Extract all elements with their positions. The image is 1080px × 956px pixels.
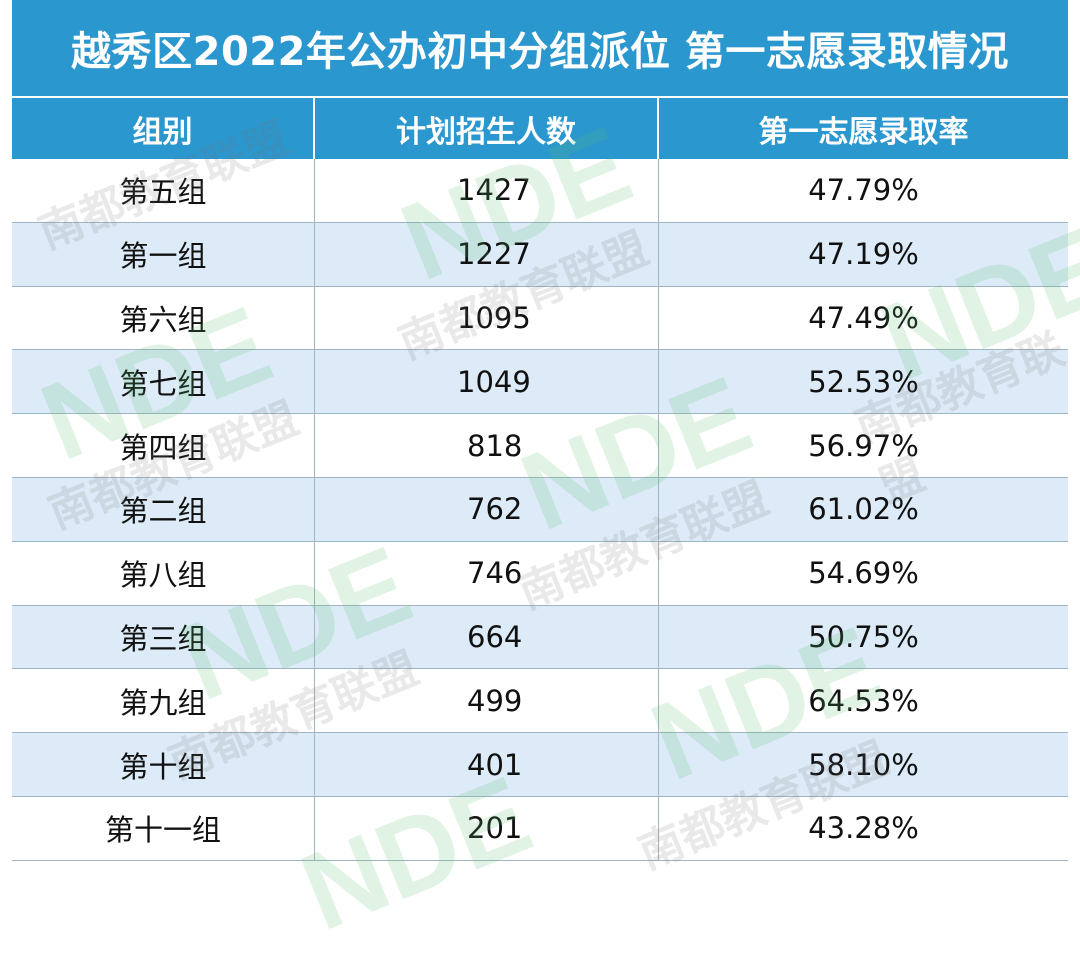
plan-cell: 401	[315, 733, 659, 796]
plan-cell: 746	[315, 541, 659, 605]
rate-cell: 52.53%	[808, 364, 919, 399]
table-header-row: 组别 计划招生人数 第一志愿录取率	[12, 96, 1068, 159]
table-row: 第四组 818 56.97%	[12, 414, 1068, 478]
rate-cell: 47.19%	[808, 237, 919, 272]
table-row: 第二组 762 61.02%	[12, 477, 1068, 542]
plan-cell: 1427	[315, 159, 659, 222]
plan-cell: 499	[315, 669, 659, 733]
plan-cell: 664	[315, 605, 659, 669]
group-cell: 第五组	[12, 159, 315, 222]
rate-cell: 61.02%	[808, 492, 919, 527]
rate-cell: 54.69%	[808, 556, 919, 591]
rate-cell: 47.79%	[808, 173, 919, 208]
group-cell: 第九组	[12, 669, 315, 733]
header-rate: 第一志愿录取率	[758, 114, 969, 150]
rate-cell: 64.53%	[808, 683, 919, 718]
table-row: 第十一组 201 43.28%	[12, 796, 1068, 861]
table-row: 第三组 664 50.75%	[12, 605, 1068, 670]
rate-cell: 58.10%	[808, 747, 919, 782]
header-group: 组别	[12, 98, 315, 159]
group-cell: 第一组	[12, 222, 315, 286]
plan-cell: 818	[315, 414, 659, 477]
rate-cell: 43.28%	[808, 811, 919, 846]
plan-cell: 201	[315, 796, 659, 860]
group-cell: 第三组	[12, 605, 315, 669]
table-row: 第五组 1427 47.79%	[12, 159, 1068, 223]
table-row: 第七组 1049 52.53%	[12, 350, 1068, 415]
plan-cell: 1227	[315, 222, 659, 286]
group-cell: 第十组	[12, 733, 315, 796]
table-row: 第六组 1095 47.49%	[12, 286, 1068, 351]
rate-cell: 50.75%	[808, 619, 919, 654]
plan-cell: 1049	[315, 350, 659, 414]
admission-table: 越秀区2022年公办初中分组派位 第一志愿录取情况 组别 计划招生人数 第一志愿…	[12, 0, 1068, 873]
table-row: 第八组 746 54.69%	[12, 541, 1068, 606]
group-cell: 第八组	[12, 541, 315, 605]
table-row: 第一组 1227 47.19%	[12, 222, 1068, 287]
header-plan: 计划招生人数	[315, 98, 659, 159]
group-cell: 第六组	[12, 286, 315, 350]
table-row: 第九组 499 64.53%	[12, 669, 1068, 734]
group-cell: 第七组	[12, 350, 315, 414]
rate-cell: 47.49%	[808, 300, 919, 335]
plan-cell: 762	[315, 477, 659, 541]
group-cell: 第二组	[12, 477, 315, 541]
rate-cell: 56.97%	[808, 428, 919, 463]
table-body: 第五组 1427 47.79% 第一组 1227 47.19% 第六组 1095…	[12, 159, 1068, 861]
plan-cell: 1095	[315, 286, 659, 350]
table-row: 第十组 401 58.10%	[12, 733, 1068, 797]
group-cell: 第四组	[12, 414, 315, 477]
table-title: 越秀区2022年公办初中分组派位 第一志愿录取情况	[12, 0, 1068, 96]
group-cell: 第十一组	[12, 796, 315, 860]
